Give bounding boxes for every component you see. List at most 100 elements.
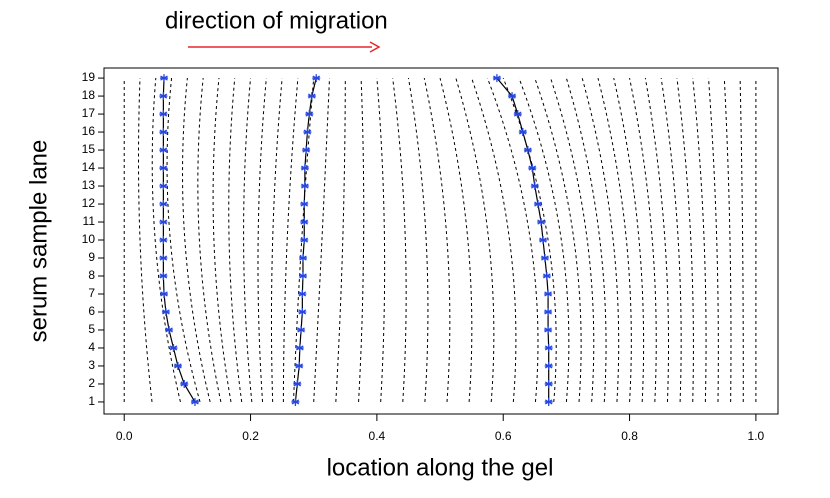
dashed-curve xyxy=(392,78,407,402)
star-marker xyxy=(297,325,306,334)
dashed-curve xyxy=(613,77,645,402)
dashed-curve xyxy=(243,78,253,402)
dashed-curve xyxy=(660,78,682,402)
star-marker xyxy=(539,236,548,245)
y-tick-label: 9 xyxy=(88,250,95,264)
dashed-curve xyxy=(739,78,744,402)
dashed-curve xyxy=(486,77,539,402)
star-marker xyxy=(540,254,549,263)
star-marker xyxy=(291,397,300,406)
star-marker xyxy=(298,307,307,316)
dashed-curve xyxy=(597,77,632,402)
dashed-curve xyxy=(455,77,495,402)
dashed-curve xyxy=(644,77,670,402)
annotation: direction of migration xyxy=(165,7,388,34)
star-marker xyxy=(159,254,168,263)
star-marker xyxy=(528,164,537,173)
dashed-curve xyxy=(151,78,181,403)
y-tick-label: 17 xyxy=(82,106,96,120)
y-tick-label: 2 xyxy=(88,376,95,390)
star-marker xyxy=(159,218,168,227)
star-marker xyxy=(307,92,316,101)
y-tick-label: 16 xyxy=(82,124,96,138)
dashed-curve xyxy=(550,77,595,402)
y-tick-label: 18 xyxy=(82,88,96,102)
star-marker xyxy=(300,200,309,209)
y-tick-label: 12 xyxy=(82,196,96,210)
dashed-curve xyxy=(676,78,694,402)
dashed-curve xyxy=(166,78,201,403)
star-marker xyxy=(300,182,309,191)
y-tick-label: 1 xyxy=(88,394,95,408)
dashed-curve xyxy=(502,77,557,402)
star-marker xyxy=(298,271,307,280)
star-marker xyxy=(303,128,312,137)
x-tick-label: 0.8 xyxy=(621,429,638,443)
star-marker xyxy=(544,361,553,370)
star-marker xyxy=(544,289,553,298)
dashed-curve xyxy=(282,78,299,402)
star-marker xyxy=(159,110,168,119)
arrow-head xyxy=(369,41,381,53)
y-tick-label: 14 xyxy=(82,160,96,174)
x-tick-label: 0.0 xyxy=(116,429,133,443)
y-tick-label: 7 xyxy=(88,286,95,300)
star-marker xyxy=(530,182,539,191)
dashed-curve xyxy=(212,78,232,403)
y-tick-label: 10 xyxy=(82,232,96,246)
dashed-curve xyxy=(534,77,582,402)
dashed-curve xyxy=(228,78,243,403)
dashed-curve xyxy=(270,78,283,402)
star-marker xyxy=(544,397,553,406)
x-axis-title: location along the gel xyxy=(327,454,554,481)
dashed-curve xyxy=(708,78,719,402)
y-tick-label: 13 xyxy=(82,178,96,192)
y-tick-label: 15 xyxy=(82,142,96,156)
x-tick-label: 0.2 xyxy=(242,429,259,443)
star-marker xyxy=(165,325,174,334)
star-marker xyxy=(159,128,168,137)
star-marker xyxy=(513,110,522,119)
x-tick-label: 0.6 xyxy=(495,429,512,443)
x-tick-label: 0.4 xyxy=(369,429,386,443)
dashed-curve xyxy=(581,77,620,402)
star-marker xyxy=(159,92,168,101)
star-marker xyxy=(544,307,553,316)
y-tick-label: 4 xyxy=(88,340,95,354)
y-tick-label: 5 xyxy=(88,322,95,336)
star-marker xyxy=(300,218,309,227)
star-marker xyxy=(544,343,553,352)
star-marker xyxy=(300,236,309,245)
star-marker xyxy=(544,325,553,334)
dashed-curve xyxy=(138,78,153,403)
y-axis-title: serum sample lane xyxy=(25,140,52,343)
star-marker xyxy=(295,361,304,370)
star-marker xyxy=(312,74,321,83)
star-marker xyxy=(537,218,546,227)
dashed-curve xyxy=(335,78,346,402)
star-marker xyxy=(300,164,309,173)
dashed-curve xyxy=(358,78,365,402)
star-marker xyxy=(293,379,302,388)
dashed-curve xyxy=(471,77,517,402)
star-marker xyxy=(159,200,168,209)
star-marker xyxy=(159,182,168,191)
dashed-curve xyxy=(518,77,570,402)
star-marker xyxy=(518,128,527,137)
star-marker xyxy=(173,361,182,370)
star-marker xyxy=(159,236,168,245)
star-marker xyxy=(523,146,532,155)
star-marker xyxy=(544,379,553,388)
dashed-curve xyxy=(439,77,473,402)
y-tick-label: 19 xyxy=(82,70,96,84)
dashed-curve xyxy=(692,78,707,402)
y-tick-label: 3 xyxy=(88,358,95,372)
star-marker xyxy=(542,271,551,280)
star-marker xyxy=(298,254,307,263)
star-marker xyxy=(298,289,307,298)
dashed-curve xyxy=(376,78,386,402)
star-marker xyxy=(533,200,542,209)
star-marker xyxy=(160,289,169,298)
y-tick-label: 6 xyxy=(88,304,95,318)
